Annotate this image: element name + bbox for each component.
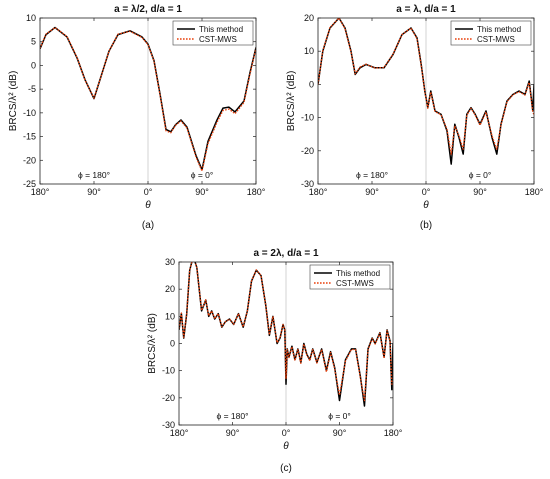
plot-frame	[317, 17, 535, 185]
x-tick-label: 180°	[525, 187, 544, 197]
y-tick-label: -5	[28, 84, 36, 94]
x-axis-label: θ	[283, 441, 289, 452]
region-label-phi-0: ϕ = 0°	[469, 170, 492, 180]
y-tick-label: -10	[301, 113, 314, 123]
y-tick-label: 10	[165, 311, 175, 321]
legend-box	[450, 20, 532, 46]
series-line-cst-mws	[179, 262, 393, 402]
y-tick-label: 0	[309, 79, 314, 89]
x-axis-label: θ	[145, 200, 151, 211]
region-label-phi-0: ϕ = 0°	[328, 411, 351, 421]
y-tick-label: 0	[31, 60, 36, 70]
y-tick-label: 10	[26, 13, 36, 23]
subfigure-label: (a)	[142, 220, 154, 231]
legend-label: This method	[199, 25, 243, 34]
region-label-phi-0: ϕ = 0°	[191, 170, 214, 180]
y-tick-label: 0	[170, 339, 175, 349]
x-tick-label: 90°	[333, 428, 347, 438]
x-tick-label: 90°	[365, 187, 379, 197]
y-axis-label: BRCS/λ² (dB)	[8, 71, 19, 132]
region-label-phi-180: ϕ = 180°	[216, 411, 248, 421]
chart-title: a = λ/2, d/a = 1	[114, 4, 182, 15]
x-tick-label: 90°	[473, 187, 487, 197]
y-tick-label: -30	[301, 179, 314, 189]
subfigure-label: (c)	[280, 463, 292, 474]
x-tick-label: 90°	[87, 187, 101, 197]
y-tick-label: 5	[31, 37, 36, 47]
series-line-this-method	[318, 18, 534, 165]
subfigure-label: (b)	[420, 220, 432, 231]
legend-label: CST-MWS	[477, 35, 515, 44]
legend-label: CST-MWS	[336, 279, 374, 288]
x-tick-label: 180°	[170, 428, 189, 438]
legend-label: CST-MWS	[199, 35, 237, 44]
series-line-cst-mws	[318, 18, 534, 155]
x-tick-label: 90°	[195, 187, 209, 197]
plot-frame	[178, 261, 394, 426]
y-tick-label: -25	[23, 179, 36, 189]
y-tick-label: 10	[304, 46, 314, 56]
y-tick-label: -20	[162, 393, 175, 403]
x-tick-label: 90°	[226, 428, 240, 438]
x-tick-label: 180°	[247, 187, 266, 197]
y-tick-label: -10	[162, 366, 175, 376]
x-axis-label: θ	[423, 200, 429, 211]
x-tick-label: 180°	[31, 187, 50, 197]
legend-label: This method	[336, 269, 380, 278]
y-tick-label: -10	[23, 108, 36, 118]
y-axis-label: BRCS/λ² (dB)	[286, 71, 297, 132]
chart-title: a = 2λ, d/a = 1	[253, 248, 318, 259]
y-tick-label: 20	[165, 284, 175, 294]
x-tick-label: 0°	[144, 187, 153, 197]
y-tick-label: 30	[165, 257, 175, 267]
plot-frame	[39, 17, 257, 185]
x-tick-label: 180°	[384, 428, 403, 438]
y-tick-label: -15	[23, 132, 36, 142]
legend-label: This method	[477, 25, 521, 34]
y-tick-label: 20	[304, 13, 314, 23]
x-tick-label: 180°	[309, 187, 328, 197]
y-tick-label: -20	[301, 146, 314, 156]
chart-title: a = λ, d/a = 1	[396, 4, 456, 15]
region-label-phi-180: ϕ = 180°	[356, 170, 388, 180]
y-axis-label: BRCS/λ² (dB)	[147, 313, 158, 374]
x-tick-label: 0°	[422, 187, 431, 197]
y-tick-label: -30	[162, 420, 175, 430]
legend-box	[309, 264, 391, 290]
region-label-phi-180: ϕ = 180°	[78, 170, 110, 180]
y-tick-label: -20	[23, 155, 36, 165]
x-tick-label: 0°	[282, 428, 291, 438]
legend-box	[172, 20, 254, 46]
series-line-cst-mws	[40, 26, 256, 172]
